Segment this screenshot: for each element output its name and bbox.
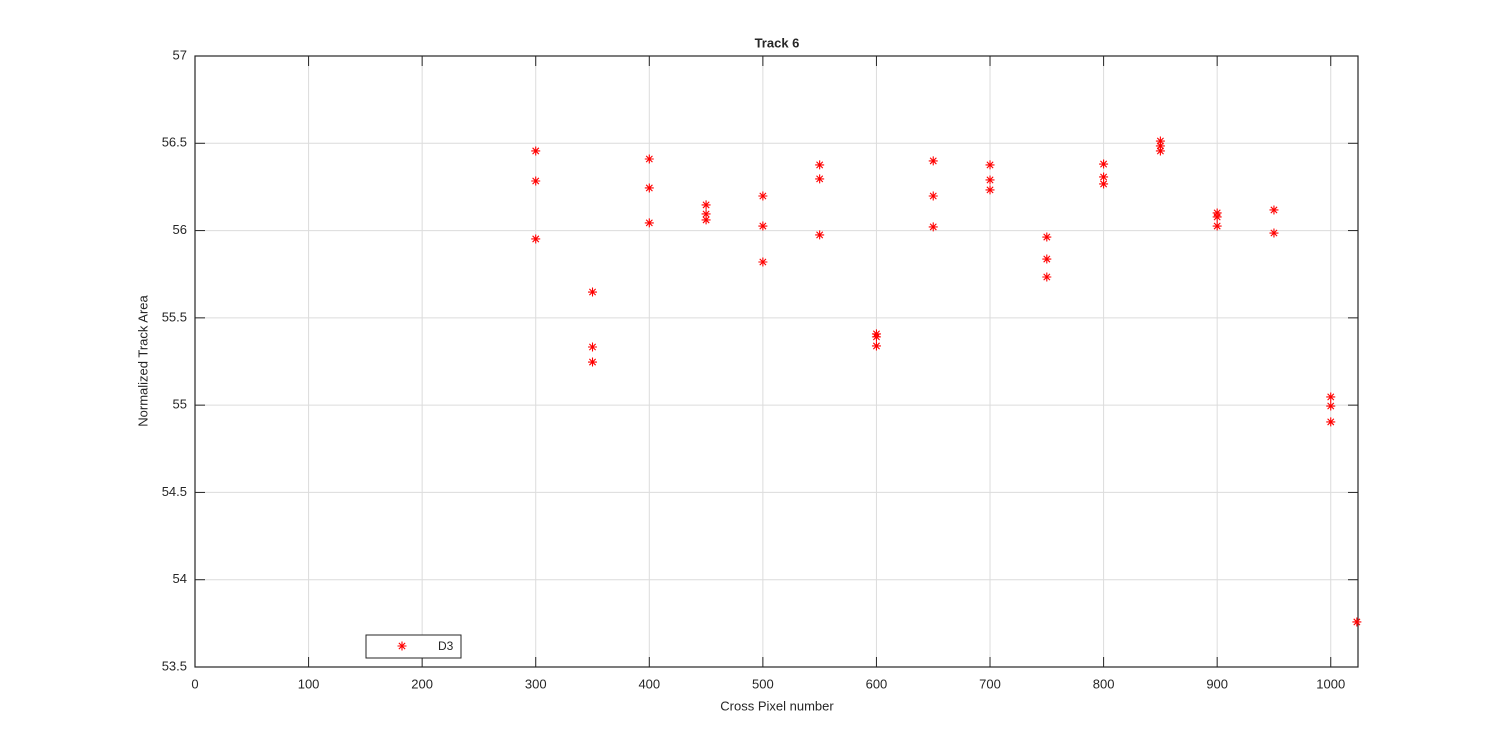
- scatter-point: [1326, 392, 1336, 402]
- scatter-point: [644, 218, 654, 228]
- scatter-point: [531, 146, 541, 156]
- legend: D3: [365, 634, 462, 659]
- y-tick-label: 55.5: [162, 309, 187, 324]
- x-tick-label: 1000: [1316, 676, 1345, 691]
- scatter-point: [701, 215, 711, 225]
- scatter-point: [1212, 212, 1222, 222]
- scatter-point: [644, 183, 654, 193]
- scatter-point: [928, 222, 938, 232]
- scatter-point: [985, 175, 995, 185]
- x-tick-label: 900: [1206, 676, 1228, 691]
- scatter-point: [815, 160, 825, 170]
- scatter-point: [985, 160, 995, 170]
- x-tick-label: 700: [979, 676, 1001, 691]
- y-tick-label: 57: [173, 47, 187, 62]
- scatter-point: [644, 154, 654, 164]
- scatter-point: [1155, 141, 1165, 151]
- scatter-point: [701, 200, 711, 210]
- x-axis-label: Cross Pixel number: [720, 698, 834, 713]
- scatter-point: [758, 221, 768, 231]
- x-tick-label: 500: [752, 676, 774, 691]
- scatter-point: [758, 257, 768, 267]
- y-tick-label: 56: [173, 222, 187, 237]
- scatter-point: [758, 191, 768, 201]
- chart-title: Track 6: [755, 35, 800, 50]
- scatter-point: [815, 230, 825, 240]
- scatter-point: [1099, 179, 1109, 189]
- x-tick-label: 400: [638, 676, 660, 691]
- scatter-point: [1326, 401, 1336, 411]
- scatter-point: [928, 191, 938, 201]
- y-tick-label: 55: [173, 397, 187, 412]
- y-tick-label: 56.5: [162, 135, 187, 150]
- scatter-point: [588, 287, 598, 297]
- scatter-point: [1155, 146, 1165, 156]
- legend-box: [365, 634, 462, 659]
- scatter-point: [1326, 417, 1336, 427]
- x-tick-label: 800: [1093, 676, 1115, 691]
- scatter-point: [588, 357, 598, 367]
- scatter-point: [1099, 159, 1109, 169]
- scatter-point: [1042, 272, 1052, 282]
- scatter-point: [1212, 221, 1222, 231]
- y-tick-label: 54.5: [162, 484, 187, 499]
- x-tick-label: 300: [525, 676, 547, 691]
- x-tick-label: 100: [298, 676, 320, 691]
- scatter-point: [871, 332, 881, 342]
- x-tick-label: 600: [866, 676, 888, 691]
- scatter-point: [815, 174, 825, 184]
- y-tick-label: 54: [173, 571, 187, 586]
- scatter-point: [701, 209, 711, 219]
- scatter-point: [1269, 228, 1279, 238]
- scatter-point: [985, 185, 995, 195]
- scatter-point: [531, 176, 541, 186]
- y-tick-label: 53.5: [162, 658, 187, 673]
- scatter-point: [871, 341, 881, 351]
- legend-label: D3: [438, 639, 454, 653]
- x-tick-label: 200: [411, 676, 433, 691]
- scatter-point: [1099, 172, 1109, 182]
- scatter-point: [1042, 232, 1052, 242]
- y-axis-label: Normalized Track Area: [135, 294, 150, 426]
- axes-box: [194, 55, 1359, 668]
- scatter-point: [1269, 205, 1279, 215]
- x-tick-label: 0: [191, 676, 198, 691]
- scatter-point: [588, 342, 598, 352]
- scatter-point: [1155, 136, 1165, 146]
- legend-marker: [397, 641, 407, 651]
- scatter-point: [531, 234, 541, 244]
- scatter-point: [928, 156, 938, 166]
- scatter-point: [1352, 617, 1362, 627]
- scatter-point: [1042, 254, 1052, 264]
